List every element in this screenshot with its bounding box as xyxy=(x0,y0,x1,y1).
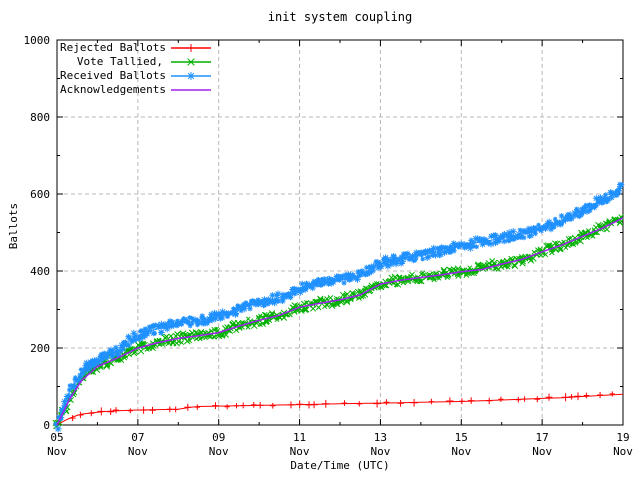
legend-item-acknowledgements: Acknowledgements xyxy=(60,83,212,97)
x-tick-label-month: Nov xyxy=(128,445,148,458)
x-tick-label-month: Nov xyxy=(532,445,552,458)
legend-label: Vote Tallied, xyxy=(76,55,163,68)
plot-border xyxy=(56,39,624,426)
legend-item-received-ballots: Received Ballots xyxy=(60,69,212,83)
x-tick-label-month: Nov xyxy=(47,445,67,458)
legend-sample-rejected-ballots xyxy=(171,44,211,52)
x-tick-label-day: 13 xyxy=(374,431,387,444)
legend: Rejected Ballots Vote Tallied, Received Ba… xyxy=(60,41,212,97)
series-markers-received-ballots xyxy=(53,181,625,433)
y-tick-label: 800 xyxy=(30,111,50,124)
series-line-received-ballots xyxy=(56,185,624,426)
y-tick-label: 0 xyxy=(43,419,50,432)
x-tick-label-month: Nov xyxy=(290,445,310,458)
x-tick-label-day: 17 xyxy=(536,431,549,444)
chart-title: init system coupling xyxy=(267,10,413,24)
x-axis-label: Date/Time (UTC) xyxy=(290,459,390,472)
legend-item-rejected-ballots: Rejected Ballots xyxy=(60,41,212,55)
y-tick-label: 200 xyxy=(30,342,50,355)
legend-sample-acknowledgements xyxy=(171,89,211,91)
x-tick-label-month: Nov xyxy=(209,445,229,458)
x-tick-label-day: 15 xyxy=(455,431,468,444)
series-line-acknowledgements xyxy=(56,217,624,426)
y-tick-label: 1000 xyxy=(24,34,51,47)
y-tick-label: 400 xyxy=(30,265,50,278)
legend-label: Rejected Ballots xyxy=(60,41,166,54)
x-tick-label-day: 09 xyxy=(212,431,225,444)
x-tick-label-month: Nov xyxy=(451,445,471,458)
x-tick-label-day: 19 xyxy=(616,431,629,444)
x-tick-label-month: Nov xyxy=(613,445,633,458)
x-tick-label-day: 05 xyxy=(50,431,63,444)
legend-item-vote-tallied: Vote Tallied, xyxy=(60,55,212,69)
series-line-vote-tallied xyxy=(56,216,624,426)
x-tick-label-day: 07 xyxy=(131,431,144,444)
x-tick-label-day: 11 xyxy=(293,431,306,444)
legend-label: Acknowledgements xyxy=(60,83,166,96)
legend-sample-received-ballots xyxy=(171,72,211,80)
y-tick-label: 600 xyxy=(30,188,50,201)
x-tick-label-month: Nov xyxy=(370,445,390,458)
series-markers-vote-tallied xyxy=(52,214,624,430)
legend-label: Received Ballots xyxy=(60,69,166,82)
legend-sample-vote-tallied xyxy=(171,58,211,66)
